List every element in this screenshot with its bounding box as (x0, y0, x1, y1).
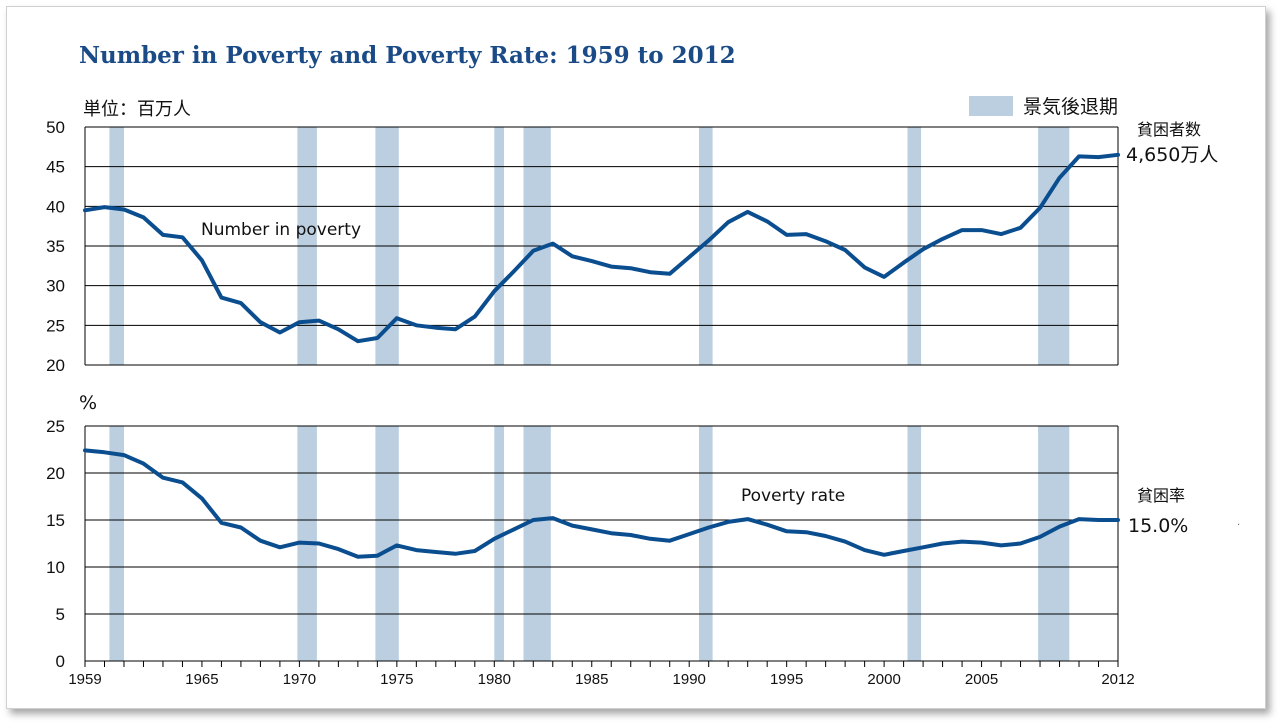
x-tick-label: 1970 (283, 671, 316, 688)
chart-title: Number in Poverty and Poverty Rate: 1959… (79, 42, 736, 69)
y-tick-label: 20 (46, 464, 65, 483)
y-tick-label: 25 (46, 417, 65, 436)
y-tick-label: 40 (46, 197, 65, 216)
y-tick-label: 30 (46, 277, 65, 296)
legend-swatch (969, 96, 1013, 116)
y-axis-top: 20 25 30 35 40 45 50 (46, 118, 65, 375)
recession-band (523, 426, 551, 661)
x-tick-label: 2012 (1101, 671, 1134, 688)
y-tick-label: 45 (46, 158, 65, 177)
recession-band (109, 426, 124, 661)
series-label-number: Number in poverty (201, 220, 361, 240)
end-label-top-2: 4,650万人 (1126, 144, 1218, 166)
x-tick-label: 1959 (68, 671, 101, 688)
y-axis-bottom: 0 5 10 15 20 25 (46, 417, 65, 671)
end-label-bottom-1: 貧困率 (1137, 486, 1185, 505)
series-label-rate: Poverty rate (741, 486, 845, 506)
y-tick-label: 25 (46, 316, 65, 335)
number-in-poverty-line (83, 152, 1120, 344)
bottom-panel: 0 5 10 15 20 25 % Poverty rate 貧困率 15.0% 1959… (46, 392, 1188, 688)
end-label-bottom-2: 15.0% (1128, 515, 1188, 537)
chart-canvas: Number in Poverty and Poverty Rate: 1959… (46, 42, 1240, 688)
y-tick-label: 20 (46, 356, 65, 375)
x-tick-label: 1975 (380, 671, 413, 688)
x-tick-label: 1990 (673, 671, 706, 688)
x-tick-label: 2000 (867, 671, 900, 688)
stray-mark: . (1237, 517, 1240, 528)
gridlines-top (84, 126, 1119, 366)
x-tick-label: 1995 (770, 671, 803, 688)
recession-band (699, 426, 713, 661)
x-tick-label: 2005 (965, 671, 998, 688)
y-tick-label: 10 (46, 558, 65, 577)
y-tick-label: 0 (56, 652, 65, 671)
chart-card: Number in Poverty and Poverty Rate: 1959… (6, 6, 1266, 709)
y-tick-label: 5 (56, 605, 65, 624)
recession-band (494, 426, 504, 661)
legend-label: 景気後退期 (1023, 96, 1118, 118)
end-label-top-1: 貧困者数 (1137, 120, 1201, 139)
x-tick-label: 1980 (478, 671, 511, 688)
unit-label-top: 単位：百万人 (83, 99, 191, 120)
x-tick-label: 1985 (575, 671, 608, 688)
recession-band (907, 426, 922, 661)
gridlines-bottom (84, 425, 1119, 662)
y-tick-label: 15 (46, 511, 65, 530)
recession-band (1038, 426, 1070, 661)
recession-bands-bottom (109, 426, 1070, 661)
x-tick-label: 1965 (185, 671, 218, 688)
unit-label-bottom: % (79, 392, 97, 414)
y-tick-label: 50 (46, 118, 65, 137)
y-tick-label: 35 (46, 237, 65, 256)
x-axis: 1959 1965 1970 1975 1980 1985 1990 1995 2000 2005… (68, 661, 1135, 688)
poverty-rate-line (83, 448, 1120, 559)
recession-band (375, 426, 399, 661)
